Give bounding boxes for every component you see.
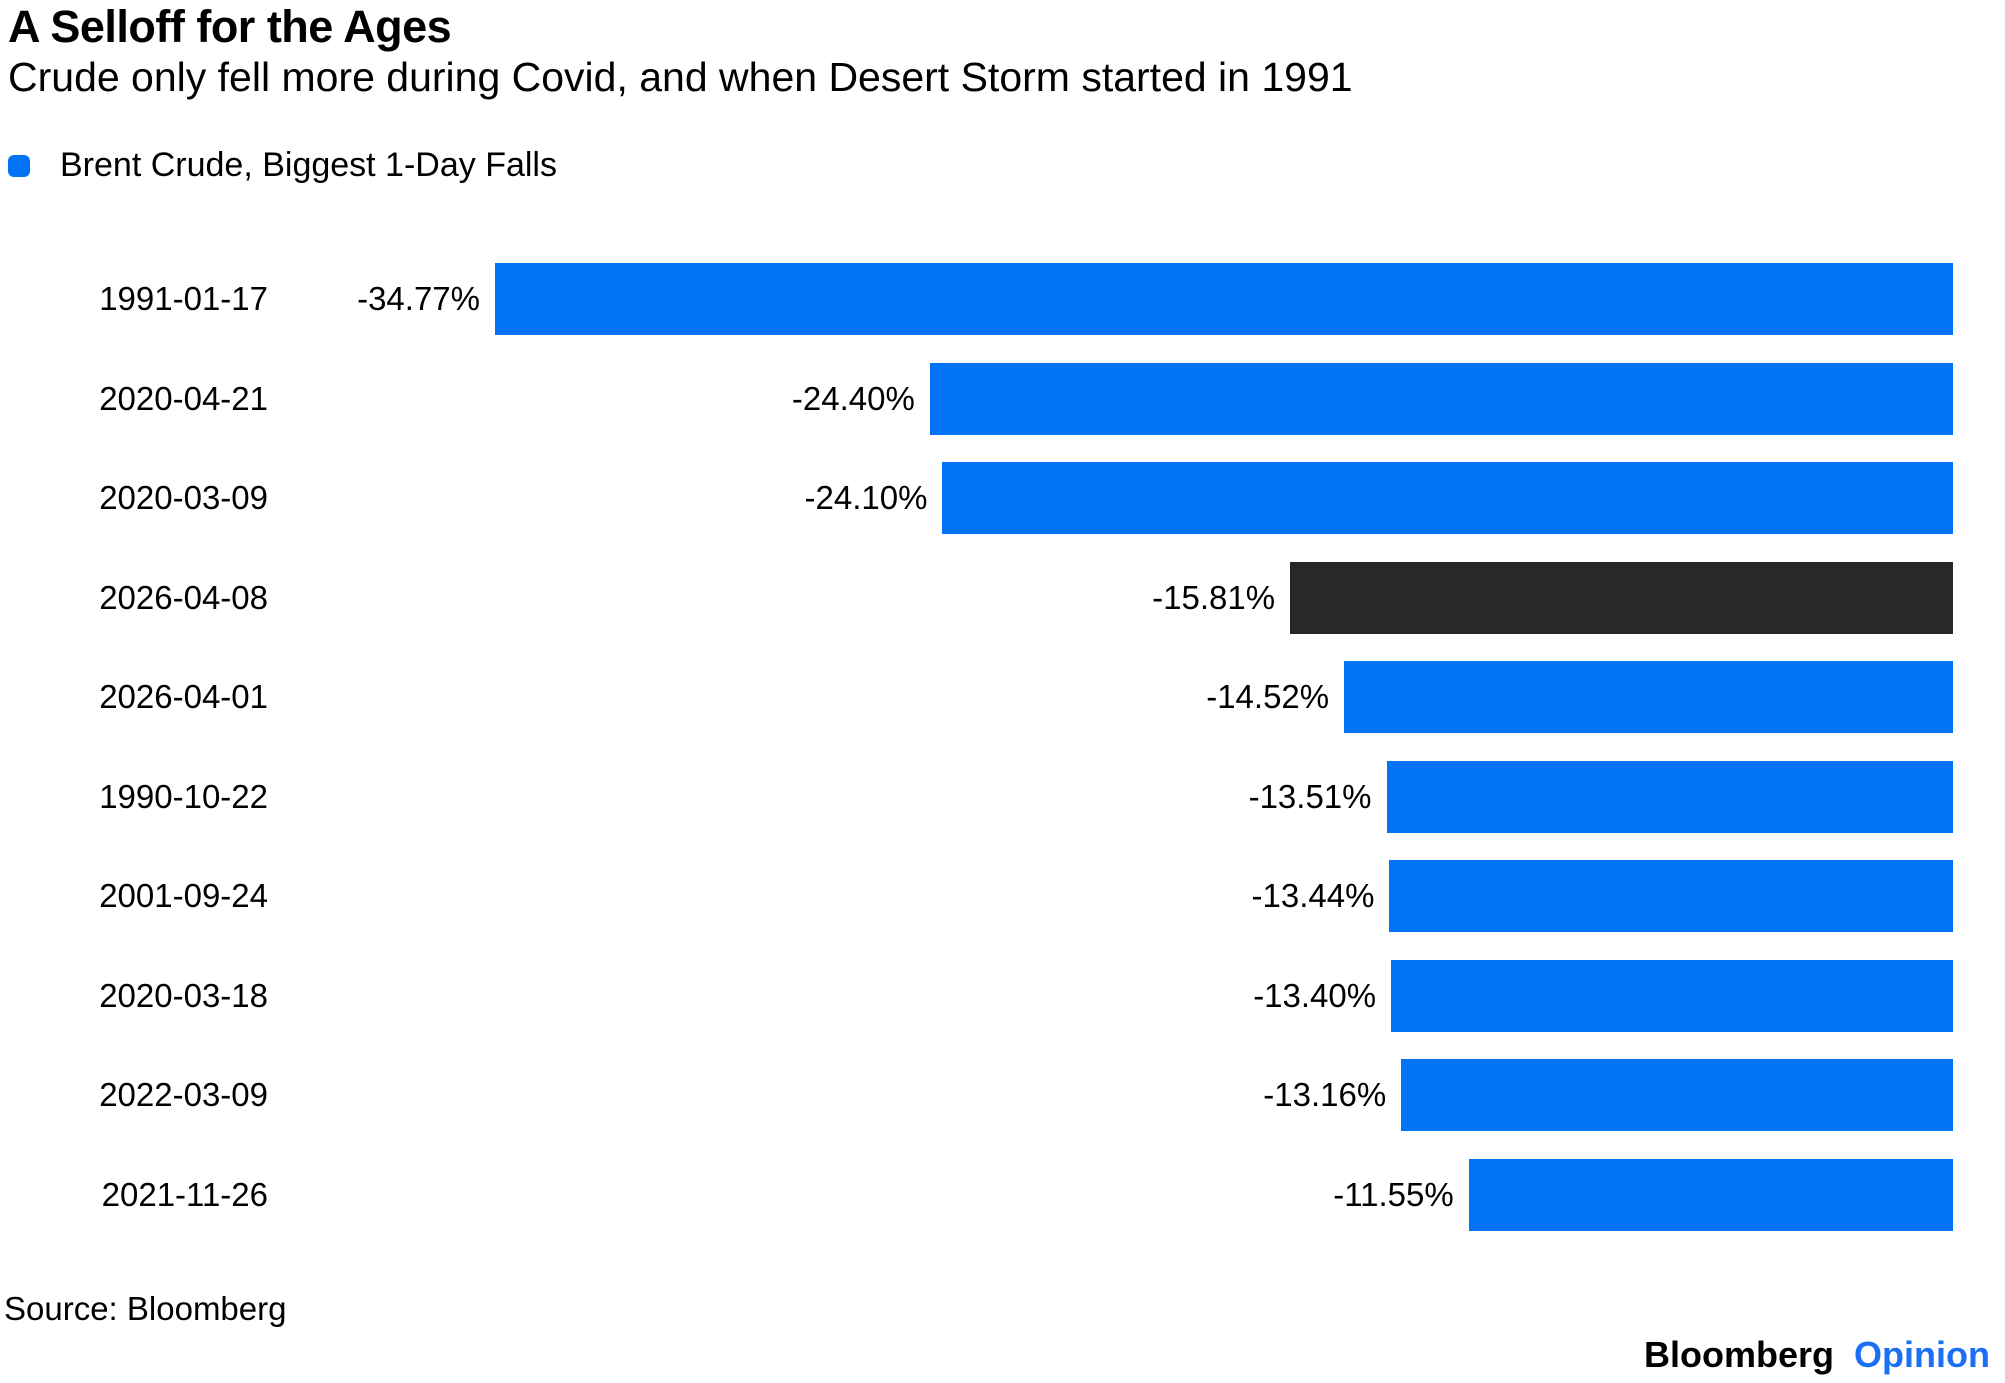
chart-row: 1991-01-17 -34.77% [0, 263, 2005, 335]
bar [1386, 760, 1953, 833]
bar [1401, 1059, 1953, 1131]
chart-row: 2022-03-09 -13.16% [0, 1059, 2005, 1131]
chart-row: 2020-03-18 -13.40% [0, 959, 2005, 1032]
brand-division: Opinion [1854, 1334, 1990, 1375]
legend-swatch-icon [8, 154, 30, 177]
bar [1389, 860, 1953, 932]
bar-highlighted [1290, 561, 1953, 634]
value-label: -13.16% [1263, 1076, 1387, 1113]
value-label: -14.52% [1206, 678, 1330, 715]
category-label: 2020-03-18 [99, 976, 268, 1014]
value-label: -11.55% [1333, 1175, 1454, 1213]
value-label: -15.81% [1152, 578, 1276, 616]
value-label: -34.77% [357, 280, 480, 317]
chart-row: 2026-04-01 -14.52% [0, 661, 2005, 733]
bar [1468, 1158, 1953, 1231]
chart-row: 2020-04-21 -24.40% [0, 362, 2005, 435]
bloomberg-logo: Bloomberg Opinion [1644, 1334, 1990, 1376]
chart-row: 2026-04-08 -15.81% [0, 561, 2005, 634]
bar [929, 362, 1953, 435]
source-note: Source: Bloomberg [4, 1290, 287, 1327]
legend: Brent Crude, Biggest 1-Day Falls [8, 146, 557, 185]
category-label: 1991-01-17 [99, 280, 268, 317]
category-label: 1990-10-22 [99, 777, 268, 815]
bar [1344, 661, 1953, 733]
category-label: 2020-03-09 [99, 479, 268, 516]
chart-row: 2021-11-26 -11.55% [0, 1158, 2005, 1231]
value-label: -24.40% [791, 379, 915, 417]
category-label: 2026-04-08 [99, 578, 268, 616]
value-label: -24.10% [804, 479, 928, 516]
value-label: -13.40% [1253, 976, 1377, 1014]
category-label: 2001-09-24 [99, 877, 268, 914]
category-label: 2026-04-01 [99, 678, 268, 715]
value-label: -13.51% [1248, 777, 1372, 815]
category-label: 2021-11-26 [101, 1175, 268, 1213]
category-label: 2022-03-09 [99, 1076, 268, 1113]
value-label: -13.44% [1251, 877, 1375, 914]
chart-row: 2020-03-09 -24.10% [0, 462, 2005, 534]
chart-row: 2001-09-24 -13.44% [0, 860, 2005, 932]
brand-name: Bloomberg [1644, 1334, 1835, 1375]
chart-row: 1990-10-22 -13.51% [0, 760, 2005, 833]
bar [1391, 959, 1953, 1032]
bar [942, 462, 1953, 534]
bar [495, 263, 1953, 335]
chart-title: A Selloff for the Ages [8, 1, 452, 52]
legend-label: Brent Crude, Biggest 1-Day Falls [60, 146, 557, 184]
chart-subtitle: Crude only fell more during Covid, and w… [8, 54, 1353, 100]
bar-chart: 1991-01-17 -34.77% 2020-04-21 -24.40% 2020-0… [0, 263, 2005, 1258]
category-label: 2020-04-21 [99, 379, 268, 417]
